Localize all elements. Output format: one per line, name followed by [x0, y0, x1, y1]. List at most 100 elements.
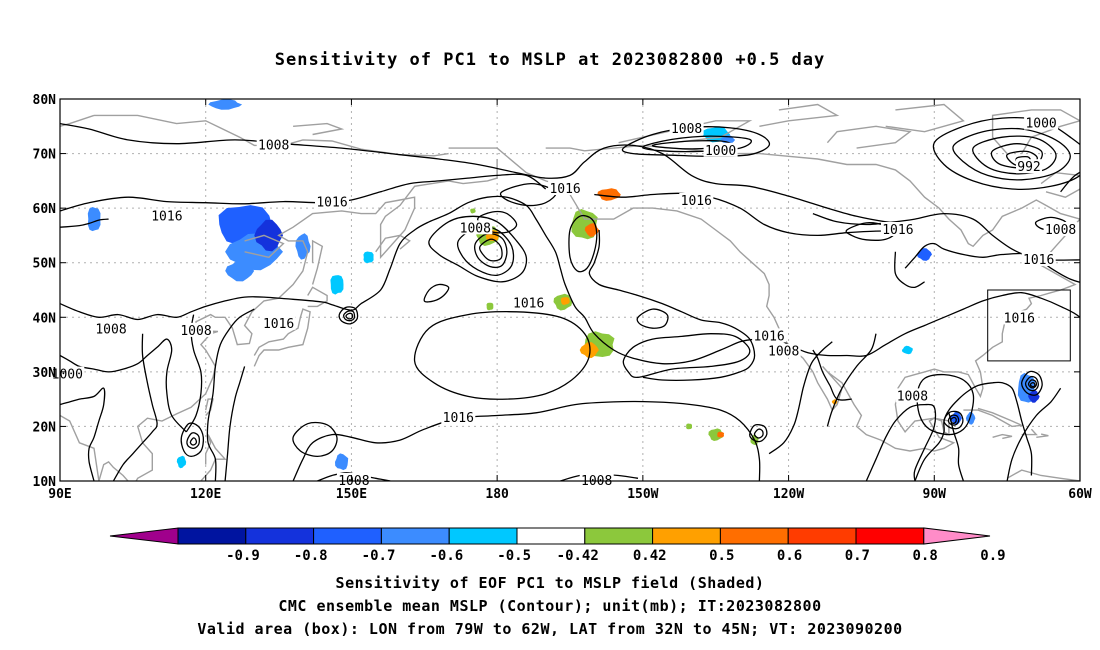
contour-line: [428, 215, 528, 283]
sensitivity-patch: [686, 423, 692, 430]
colorbar-segment: [584, 527, 654, 545]
lon-tick-label: 90E: [48, 487, 71, 502]
map-frame: [59, 98, 1081, 482]
contour-label-bg: [1024, 115, 1059, 130]
contour-line: [749, 424, 768, 443]
contour-line: [588, 229, 756, 382]
contour-line: [112, 333, 158, 481]
colorbar-segment: [448, 527, 518, 545]
contour-label-bg: [336, 473, 371, 487]
colorbar-label: -0.5: [497, 548, 531, 564]
contour-label: 1016: [681, 194, 712, 209]
coastline: [244, 234, 285, 259]
contour-line: [826, 333, 877, 427]
sensitivity-patch: [87, 207, 101, 232]
lon-tick-label: 180: [485, 487, 509, 502]
contour-line: [60, 122, 906, 225]
contour-label-bg: [315, 194, 349, 209]
contour-label: 1016: [316, 196, 347, 211]
contour-label-bg: [149, 208, 184, 223]
contour-line: [904, 242, 1080, 283]
lon-tick-label: 60W: [1068, 487, 1092, 502]
contour-label-bg: [766, 343, 801, 358]
contour-line: [180, 422, 205, 458]
colorbar-label: 0.6: [777, 548, 802, 564]
sensitivity-patch: [335, 453, 349, 471]
coastline: [885, 103, 965, 133]
contour-label: 1008: [671, 122, 702, 137]
contour-line: [952, 127, 1071, 181]
coastline: [963, 407, 1025, 428]
coastline: [1006, 469, 1080, 481]
lat-tick-label: 10N: [33, 475, 57, 490]
contour-label-bg: [94, 321, 128, 336]
contour-line: [60, 195, 1080, 365]
sensitivity-patch: [486, 302, 494, 311]
colorbar-arrow-high: [923, 527, 991, 545]
contour-label-bg: [669, 121, 704, 135]
sensitivity-patch: [597, 188, 621, 201]
contour-label: 1008: [95, 322, 126, 337]
contour-label: 1016: [753, 329, 784, 344]
colorbar-segment: [652, 527, 721, 545]
contour-label: 1008: [460, 221, 491, 236]
sensitivity-patch: [330, 275, 344, 295]
colorbar-label: -0.9: [226, 548, 260, 564]
contour-label: 1016: [263, 317, 294, 332]
contour-line: [894, 251, 925, 289]
contour-line: [914, 381, 1033, 481]
contour-line: [1079, 359, 1080, 361]
colorbar-segment: [313, 527, 382, 545]
contour-label: 1016: [549, 182, 580, 197]
contour-line: [345, 312, 354, 320]
contour-line: [1021, 370, 1043, 396]
contour-label: 1016: [1023, 253, 1054, 268]
coastline: [311, 239, 324, 285]
contour-label-bg: [895, 388, 930, 403]
contour-label: 1016: [151, 209, 182, 224]
caption-valid-area: Valid area (box): LON from 79W to 62W, L…: [197, 620, 903, 638]
plot-title: Sensitivity of PC1 to MSLP at 2023082800…: [274, 50, 826, 70]
contour-line: [812, 349, 852, 401]
colorbar-segment: [380, 527, 450, 545]
contour-line: [479, 238, 503, 262]
contour-label-bg: [458, 220, 493, 235]
sensitivity-patch: [470, 208, 476, 214]
valid-area-box: [987, 289, 1071, 362]
contour-line: [1027, 379, 1037, 389]
contour-line: [594, 192, 896, 237]
lon-tick-label: 150E: [336, 487, 367, 502]
contour-label-bg: [511, 295, 546, 310]
contour-label: 992: [1017, 160, 1040, 175]
colorbar-label: -0.8: [294, 548, 328, 564]
lat-tick-label: 30N: [33, 366, 57, 381]
coastline: [618, 120, 753, 144]
contour-line: [206, 308, 255, 481]
colorbar-segment: [245, 527, 315, 545]
colorbar: -0.9 -0.8 -0.7 -0.6 -0.5 -0.42 0.42 0.5 0.6 0.7 0.…: [109, 527, 1006, 564]
map-area: 1008101610161008101610081000101610009921…: [50, 98, 1081, 489]
contour-label-bg: [579, 473, 614, 487]
lat-tick-label: 20N: [33, 420, 57, 435]
contour-label-bg: [548, 181, 583, 195]
contour-line: [845, 222, 897, 241]
contour-label-bg: [441, 410, 476, 425]
sensitivity-patch: [560, 297, 570, 305]
contour-label: 1016: [1004, 311, 1035, 326]
contour-label: 1008: [768, 345, 799, 360]
contour-line: [338, 306, 359, 325]
contour-line: [292, 400, 761, 481]
lon-tick-label: 120E: [190, 487, 221, 502]
sensitivity-patch: [708, 428, 724, 441]
contour-label-bg: [880, 222, 915, 236]
coastline: [293, 122, 345, 136]
contour-label-bg: [1021, 252, 1056, 266]
contour-label-bg: [679, 193, 714, 207]
sensitivity-patch: [916, 248, 932, 261]
contour-label-bg: [179, 322, 213, 337]
contour-label: 1016: [882, 223, 913, 238]
contour-line: [753, 428, 764, 439]
coastline: [375, 234, 411, 253]
sensitivity-patch: [1028, 390, 1040, 403]
